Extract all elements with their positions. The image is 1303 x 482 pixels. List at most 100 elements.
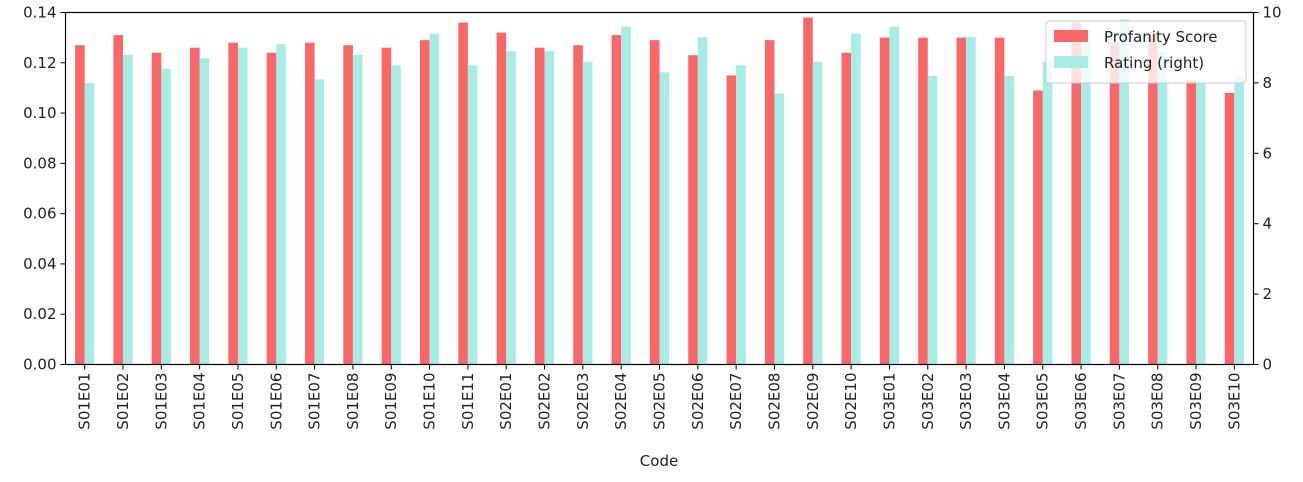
x-tick-label: S03E01 <box>880 373 898 430</box>
bar-rating <box>122 54 133 365</box>
y-left-tick-label: 0.10 <box>23 104 56 122</box>
bar-rating <box>544 51 555 365</box>
x-tick-label: S03E05 <box>1034 373 1052 430</box>
bars-group <box>75 17 1244 365</box>
bar-rating <box>1196 82 1206 365</box>
x-tick-label: S01E01 <box>76 373 94 430</box>
bar-profanity-score <box>573 45 583 365</box>
bar-profanity-score <box>1186 80 1197 365</box>
legend-swatch <box>1054 30 1088 42</box>
x-tick-label: S02E03 <box>574 373 592 430</box>
x-tick-label: S01E05 <box>229 373 247 430</box>
bar-rating <box>391 65 401 365</box>
bar-rating <box>161 68 171 365</box>
x-tick-label: S03E04 <box>995 373 1013 430</box>
y-left-tick-label: 0.08 <box>23 154 56 172</box>
bar-profanity-score <box>879 37 890 365</box>
bar-profanity-score <box>190 47 200 365</box>
x-tick-label: S02E08 <box>765 373 783 430</box>
bar-profanity-score <box>1033 90 1043 365</box>
bar-profanity-score <box>266 52 277 365</box>
bar-rating <box>582 61 593 365</box>
x-tick-label: S02E04 <box>612 373 630 430</box>
x-tick-label: S01E07 <box>306 373 324 430</box>
bar-rating <box>276 44 286 365</box>
y-left-tick-label: 0.14 <box>23 4 56 22</box>
bar-rating <box>84 82 95 365</box>
bar-rating <box>697 37 708 365</box>
y-axis-right: 0 2 4 6 8 10 <box>1253 4 1282 374</box>
bar-rating <box>1119 19 1129 365</box>
x-axis-label: Code <box>640 452 678 470</box>
x-tick-label: S01E10 <box>421 373 439 430</box>
bar-rating <box>1042 61 1053 365</box>
bar-profanity-score <box>381 47 392 365</box>
legend: Profanity Score Rating (right) <box>1045 20 1247 84</box>
x-tick-label: S01E06 <box>267 373 285 430</box>
y-right-tick-label: 4 <box>1263 215 1273 233</box>
y-right-tick-label: 0 <box>1263 356 1273 374</box>
x-tick-label: S02E10 <box>842 373 860 430</box>
bar-profanity-score <box>649 40 660 365</box>
bar-rating <box>237 47 248 365</box>
bar-rating <box>812 61 823 365</box>
x-tick-label: S02E07 <box>727 373 745 430</box>
y-right-tick-label: 8 <box>1263 74 1273 92</box>
y-left-tick-label: 0.06 <box>23 205 56 223</box>
x-tick-label: S03E03 <box>957 372 975 429</box>
bar-profanity-score <box>228 42 238 365</box>
bar-rating <box>927 75 938 365</box>
bar-profanity-score <box>803 17 813 365</box>
y-left-tick-label: 0.04 <box>23 255 56 273</box>
x-tick-label: S02E01 <box>497 373 515 430</box>
bar-rating <box>966 37 976 365</box>
y-left-tick-label: 0.02 <box>23 305 56 323</box>
legend-label: Profanity Score <box>1104 28 1217 46</box>
x-tick-label: S03E02 <box>919 373 937 430</box>
bar-rating <box>1234 75 1244 365</box>
bar-profanity-score <box>918 37 928 365</box>
y-right-tick-label: 10 <box>1263 4 1282 22</box>
bar-profanity-score <box>994 37 1005 365</box>
x-tick-label: S03E09 <box>1187 373 1205 430</box>
x-tick-label: S02E05 <box>651 373 669 430</box>
x-tick-label: S02E06 <box>689 373 707 430</box>
y-left-tick-label: 0.00 <box>23 356 56 374</box>
x-tick-label: S03E06 <box>1072 373 1090 430</box>
bar-profanity-score <box>151 52 162 365</box>
bar-profanity-score <box>419 40 430 365</box>
bar-rating <box>314 79 325 365</box>
x-tick-label: S03E08 <box>1149 373 1167 430</box>
y-axis-left: 0.00 0.02 0.04 0.06 0.08 0.10 0.12 0.14 <box>23 4 66 374</box>
bar-profanity-score <box>1224 92 1235 365</box>
bar-rating <box>621 26 631 365</box>
bar-rating <box>1004 75 1014 365</box>
bar-profanity-score <box>75 45 85 365</box>
y-right-tick-label: 2 <box>1263 285 1273 303</box>
bar-rating <box>467 65 478 365</box>
bar-profanity-score <box>496 32 507 365</box>
x-tick-label: S01E11 <box>459 373 477 430</box>
bar-rating <box>429 33 440 365</box>
x-tick-label: S01E04 <box>191 373 209 430</box>
bar-rating <box>199 58 210 365</box>
bar-profanity-score <box>534 47 545 365</box>
bar-profanity-score <box>726 75 737 365</box>
bar-profanity-score <box>1148 35 1158 365</box>
bar-profanity-score <box>611 35 622 365</box>
bar-profanity-score <box>305 42 315 365</box>
x-tick-label: S02E09 <box>804 373 822 430</box>
bar-rating <box>506 51 516 365</box>
bar-rating <box>774 93 785 365</box>
legend-swatch <box>1054 56 1088 68</box>
x-tick-label: S03E07 <box>1110 373 1128 430</box>
bar-profanity-score <box>1109 42 1120 365</box>
x-tick-label: S03E10 <box>1225 373 1243 430</box>
x-axis: S01E01 S01E02 S01E03 S01E04 S01E05 S01E06 S01E… <box>76 364 1243 430</box>
bar-rating <box>352 54 363 365</box>
bar-rating <box>1081 30 1091 365</box>
x-tick-label: S01E08 <box>344 373 362 430</box>
bar-rating <box>851 33 861 365</box>
bar-rating <box>1157 51 1168 365</box>
